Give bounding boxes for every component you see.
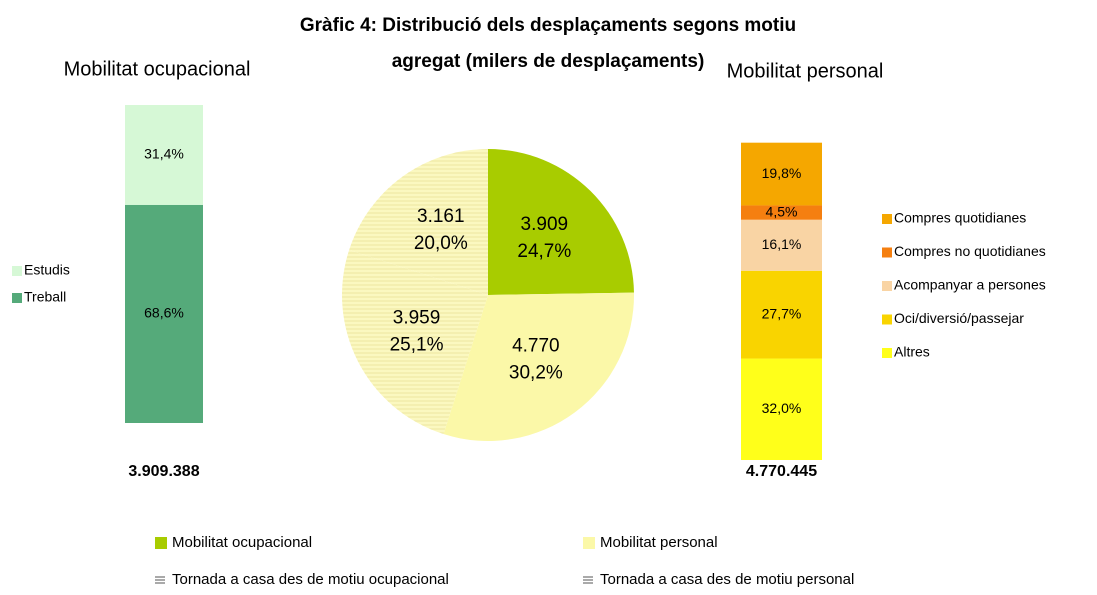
segment-label: 32,0% <box>762 400 802 416</box>
pie-slice <box>443 292 634 441</box>
legend-swatch <box>882 348 892 358</box>
bar-segment <box>741 270 822 359</box>
legend-swatch <box>12 293 22 303</box>
legend-label: Mobilitat ocupacional <box>172 534 312 551</box>
slice-percent-label: 24,7% <box>517 241 571 262</box>
pie-slice <box>349 149 488 295</box>
chart-title: Gràfic 4: Distribució dels desplaçaments… <box>299 15 797 72</box>
bar-total: 3.909.388 <box>128 463 199 480</box>
legend-label: Mobilitat personal <box>600 534 718 551</box>
pie-slice <box>341 249 488 435</box>
slice-percent-label: 20,0% <box>414 233 468 254</box>
bar-segment <box>741 142 822 206</box>
legend-swatch <box>155 576 165 584</box>
slice-value-label: 3.909 <box>521 214 569 235</box>
bar-title: Mobilitat ocupacional <box>64 58 251 80</box>
bar-total: 4.770.445 <box>746 463 817 480</box>
segment-label: 19,8% <box>762 165 802 181</box>
legend-swatch <box>583 576 593 584</box>
slice-value-label: 3.161 <box>417 206 465 227</box>
legend-label: Estudis <box>24 262 70 278</box>
bar-segment <box>741 358 822 460</box>
bar-segment <box>741 205 822 220</box>
legend-label: Treball <box>24 289 66 305</box>
segment-label: 4,5% <box>766 203 798 219</box>
legend-swatch <box>155 537 167 549</box>
legend-swatch <box>882 214 892 224</box>
slice-percent-label: 25,1% <box>390 335 444 356</box>
legend-label: Compres no quotidianes <box>894 243 1046 259</box>
legend-label: Tornada a casa des de motiu personal <box>600 571 854 588</box>
slice-value-label: 3.959 <box>393 308 441 329</box>
segment-label: 31,4% <box>144 146 184 162</box>
segment-label: 68,6% <box>144 305 184 321</box>
legend-swatch <box>882 281 892 291</box>
legend-label: Altres <box>894 344 930 360</box>
slice-value-label: 4.770 <box>512 335 560 356</box>
legend-label: Acompanyar a persones <box>894 277 1046 293</box>
legend-label: Tornada a casa des de motiu ocupacional <box>172 571 449 588</box>
legend-swatch <box>12 266 22 276</box>
bar-title: Mobilitat personal <box>727 60 884 82</box>
legend-label: Oci/diversió/passejar <box>894 310 1024 326</box>
legend-label: Compres quotidianes <box>894 210 1026 226</box>
slice-percent-label: 30,2% <box>509 362 563 383</box>
pie-slice <box>488 149 634 295</box>
legend-swatch <box>882 247 892 258</box>
legend-swatch <box>882 314 892 325</box>
bar-segment <box>125 204 203 423</box>
bar-segment <box>741 219 822 271</box>
bar-segment <box>125 105 203 205</box>
segment-label: 16,1% <box>762 236 802 252</box>
segment-label: 27,7% <box>762 305 802 321</box>
legend-swatch <box>583 537 595 549</box>
